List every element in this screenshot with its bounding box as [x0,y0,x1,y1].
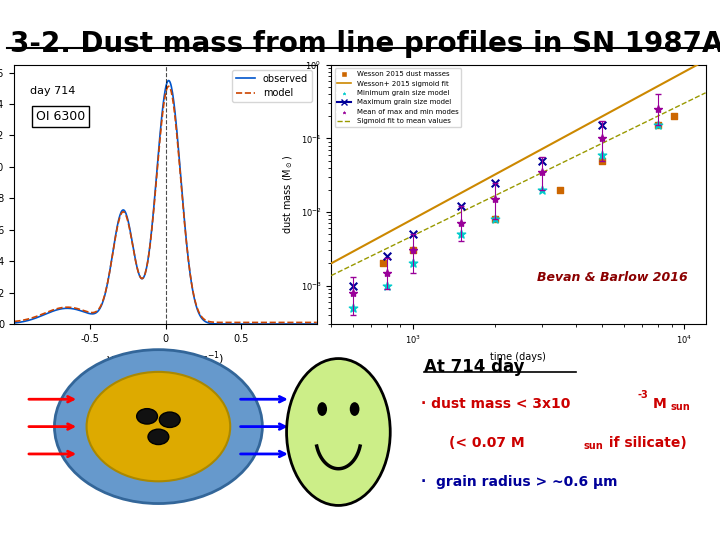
Point [407,230,418,239]
Legend: Wesson 2015 dust masses, Wesson+ 2015 sigmoid fit, Minimum grain size model, Max: Wesson 2015 dust masses, Wesson+ 2015 si… [335,68,462,127]
observed [258,321,267,327]
Point [347,281,359,290]
Text: ·  grain radius > ~0.6 μm: · grain radius > ~0.6 μm [421,475,618,489]
Point [347,303,359,312]
Point [455,202,467,211]
Point [455,230,467,239]
model [312,319,321,326]
Point [536,185,548,194]
model [10,318,19,325]
Text: -3: -3 [638,390,648,400]
Ellipse shape [148,429,168,444]
Text: 3-2. Dust mass from line profiles in SN 1987A: 3-2. Dust mass from line profiles in SN … [10,30,720,58]
Text: At 714 day: At 714 day [424,358,525,376]
Text: day 714: day 714 [30,85,75,96]
model [276,319,284,326]
model [307,319,315,326]
Point [554,185,566,194]
Text: OI 6300: OI 6300 [35,110,85,123]
Point [597,156,608,165]
X-axis label: velocity (10$^4$ km s$^{-1}$): velocity (10$^4$ km s$^{-1}$) [107,349,225,368]
Point [489,215,500,224]
Point [652,121,664,130]
observed [312,321,321,327]
Legend: observed, model: observed, model [232,70,312,102]
Text: sun: sun [671,402,690,412]
Text: Bevan & Barlow 2016: Bevan & Barlow 2016 [537,271,688,284]
model [191,297,199,303]
model [153,158,162,164]
Circle shape [318,402,327,416]
Point [407,259,418,268]
observed [156,133,164,140]
Point [377,259,389,268]
Point [381,252,392,261]
Line: model: model [14,86,317,322]
Y-axis label: dust mass (M$_\odot$): dust mass (M$_\odot$) [282,155,295,234]
model [156,138,164,144]
Point [597,150,608,159]
Point [652,121,664,130]
observed [306,321,315,327]
observed [10,320,19,326]
observed [191,298,199,305]
Point [489,215,500,224]
Text: if silicate): if silicate) [604,436,687,450]
observed [164,77,173,84]
Text: M: M [653,397,667,411]
model [258,319,267,326]
Circle shape [350,402,359,416]
Point [489,178,500,187]
Point [597,121,608,130]
observed [153,154,162,161]
Line: observed: observed [14,80,317,324]
Ellipse shape [137,409,158,424]
Circle shape [287,359,390,505]
Point [381,281,392,290]
model [174,151,183,158]
Text: (< 0.07 M: (< 0.07 M [449,436,524,450]
Text: · dust mass < 3x10: · dust mass < 3x10 [421,397,571,411]
Point [669,112,680,120]
Text: sun: sun [583,441,603,451]
X-axis label: time (days): time (days) [490,352,546,362]
Point [536,156,548,165]
model [164,83,173,90]
Ellipse shape [86,372,230,481]
Ellipse shape [159,412,180,428]
Ellipse shape [55,350,262,503]
Point [407,246,418,255]
observed [174,148,183,154]
